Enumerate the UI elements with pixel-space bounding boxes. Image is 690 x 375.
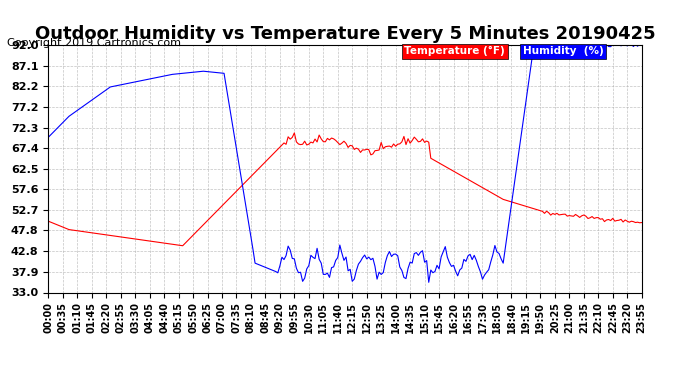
Text: Copyright 2019 Cartronics.com: Copyright 2019 Cartronics.com — [7, 38, 181, 48]
Text: Humidity  (%): Humidity (%) — [523, 46, 604, 56]
Text: Temperature (°F): Temperature (°F) — [404, 46, 505, 57]
Title: Outdoor Humidity vs Temperature Every 5 Minutes 20190425: Outdoor Humidity vs Temperature Every 5 … — [34, 26, 655, 44]
